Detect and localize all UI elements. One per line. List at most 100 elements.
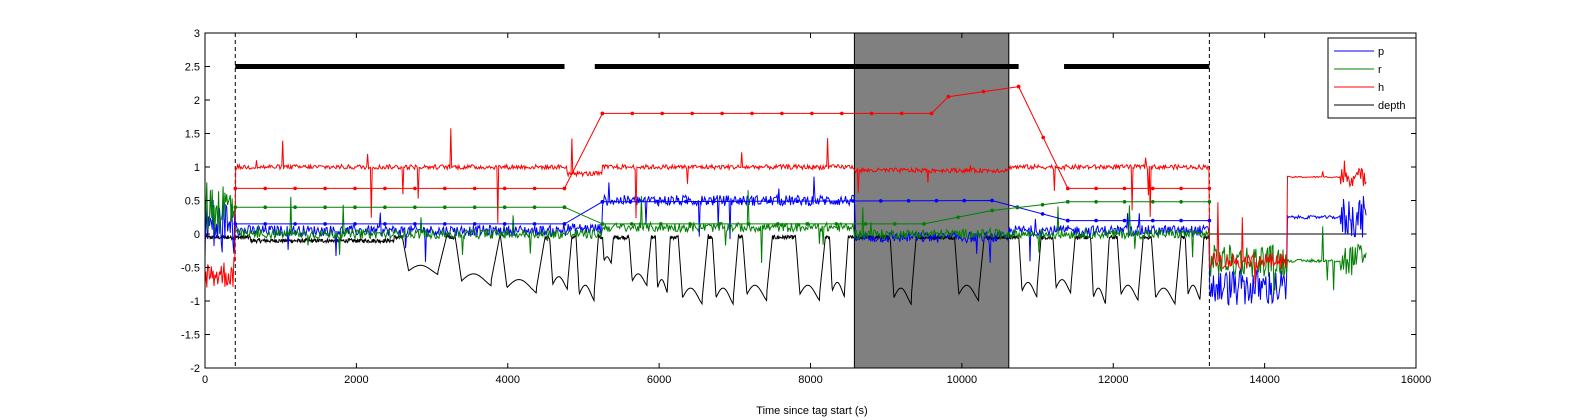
y-tick-label: -0.5 xyxy=(181,263,200,275)
series-p-marker xyxy=(532,222,537,226)
series-h-marker xyxy=(750,111,754,116)
series-p-marker xyxy=(962,198,967,203)
series-p-marker xyxy=(293,222,297,226)
series-h-marker xyxy=(502,186,507,191)
series-r-marker xyxy=(1179,200,1183,204)
series-r-marker xyxy=(532,205,537,209)
series-h-marker xyxy=(353,186,357,191)
series-p-marker xyxy=(906,199,911,203)
x-tick-label: 2000 xyxy=(344,374,368,386)
y-tick-label: 0.5 xyxy=(185,196,200,208)
legend-label-r: r xyxy=(1378,64,1382,76)
series-r-marker xyxy=(805,222,809,226)
series-h-marker xyxy=(293,186,297,191)
series-p-marker xyxy=(684,199,688,204)
series-h-marker xyxy=(233,186,238,191)
y-tick-label: 1 xyxy=(194,162,200,174)
series-p-marker xyxy=(628,199,632,204)
series-p-marker xyxy=(879,199,883,203)
series-p-marker xyxy=(443,222,447,226)
series-r-marker xyxy=(383,205,387,209)
series-r-marker xyxy=(717,222,722,226)
series-h-marker xyxy=(720,111,724,116)
series-p-marker xyxy=(600,200,605,204)
series-p-marker xyxy=(1151,218,1155,223)
series-h-marker xyxy=(899,111,904,116)
series-h-marker xyxy=(929,111,934,116)
series-r-marker xyxy=(353,205,357,209)
series-h-marker xyxy=(413,186,417,191)
series-h-marker xyxy=(1066,186,1070,191)
series-p-marker xyxy=(1179,218,1183,223)
x-tick-label: 0 xyxy=(202,374,208,386)
series-p-marker xyxy=(383,222,387,226)
series-h-marker xyxy=(562,186,567,191)
series-h-marker xyxy=(1041,135,1045,140)
series-p-marker xyxy=(1094,218,1098,223)
series-h-marker xyxy=(443,186,447,191)
series-p-marker xyxy=(413,222,417,226)
series-r-marker xyxy=(893,222,897,226)
series-h-marker xyxy=(600,111,605,116)
y-tick-label: 1.5 xyxy=(185,129,200,141)
series-p-marker xyxy=(1040,212,1045,216)
series-h-marker xyxy=(1151,186,1155,191)
series-r-marker xyxy=(776,222,780,226)
series-h-marker xyxy=(660,111,664,116)
series-r-marker xyxy=(1151,200,1155,204)
series-r-marker xyxy=(443,205,447,209)
series-r-marker xyxy=(1207,200,1212,204)
series-h-marker xyxy=(323,186,327,191)
series-r-marker xyxy=(834,222,839,226)
series-p-marker xyxy=(323,222,327,226)
series-r-marker xyxy=(263,205,268,209)
series-r-marker xyxy=(688,222,692,226)
series-p-marker xyxy=(711,199,716,204)
y-tick-label: -1.5 xyxy=(181,330,200,342)
series-h-marker xyxy=(630,111,635,116)
series-r-marker xyxy=(1040,202,1045,207)
series-h-marker xyxy=(383,186,387,191)
series-h-marker xyxy=(840,111,844,116)
series-r-marker xyxy=(1094,200,1098,204)
y-tick-label: 0 xyxy=(194,229,200,241)
series-p-marker xyxy=(1207,218,1212,223)
series-p-marker xyxy=(795,199,800,203)
series-r-marker xyxy=(562,205,567,209)
series-h-marker xyxy=(810,111,814,116)
series-r-marker xyxy=(956,215,960,220)
series-h-marker xyxy=(532,186,537,191)
series-p-marker xyxy=(1066,218,1070,223)
series-h-marker xyxy=(1207,186,1212,191)
series-h-marker xyxy=(946,94,951,99)
series-h-marker xyxy=(780,111,784,116)
series-h-marker xyxy=(472,186,477,191)
series-r-marker xyxy=(293,205,297,209)
legend-label-p: p xyxy=(1378,46,1384,58)
series-r-marker xyxy=(1122,200,1127,204)
series-h-interp-line xyxy=(235,86,1210,189)
series-r-marker xyxy=(413,205,417,209)
legend-items: prh depth xyxy=(1334,46,1406,112)
series-h-marker xyxy=(1016,84,1021,89)
series-h-marker xyxy=(1179,186,1183,191)
plot-layer xyxy=(205,33,1367,368)
y-tick-label: 2 xyxy=(194,95,200,107)
series-p-marker xyxy=(851,199,855,203)
series-p-marker xyxy=(1122,218,1127,223)
x-tick-label: 4000 xyxy=(496,374,520,386)
series-r-marker xyxy=(233,205,238,209)
series-p-marker xyxy=(934,198,939,203)
legend: prh depth xyxy=(1327,37,1417,119)
series-h-marker xyxy=(263,186,268,191)
y-tick-label: -2 xyxy=(190,363,200,375)
series-r-marker xyxy=(1066,200,1070,204)
series-r-marker xyxy=(746,222,751,226)
series-p-marker xyxy=(263,222,268,226)
x-tick-label: 12000 xyxy=(1098,374,1129,386)
series-r-marker xyxy=(990,208,994,213)
series-r-marker xyxy=(659,222,663,226)
series-p-marker xyxy=(472,222,477,226)
series-p-marker xyxy=(990,198,994,203)
